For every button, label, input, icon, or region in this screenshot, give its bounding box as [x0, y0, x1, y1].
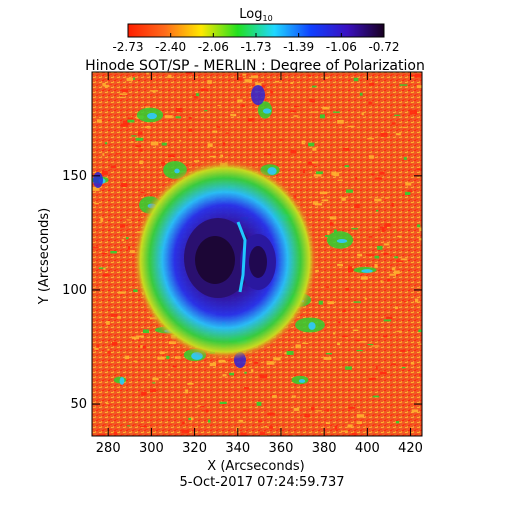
x-tick-label: 320: [182, 441, 207, 456]
plot-frame: [91, 71, 423, 437]
y-tick-label: 150: [62, 169, 87, 184]
x-tick-label: 400: [355, 441, 380, 456]
colorbar-tick-label: -2.06: [198, 40, 229, 54]
timestamp: 5-Oct-2017 07:24:59.737: [179, 475, 344, 490]
x-tick-label: 420: [398, 441, 423, 456]
colorbar-tick-label: -1.73: [240, 40, 271, 54]
x-tick-label: 360: [269, 441, 294, 456]
colorbar-tick-label: -2.40: [155, 40, 186, 54]
x-axis-label: X (Arcseconds): [207, 459, 304, 474]
umbra-left-core: [195, 236, 235, 284]
colorbar-tick-label: -1.06: [326, 40, 357, 54]
x-tick-label: 300: [139, 441, 164, 456]
colorbar-tick-label: -2.73: [112, 40, 143, 54]
y-tick-label: 100: [62, 283, 87, 298]
light-bridge: [236, 221, 247, 293]
colorbar-label-main: Log: [239, 7, 262, 22]
umbra-right-core: [249, 246, 267, 278]
plot-title: Hinode SOT/SP - MERLIN : Degree of Polar…: [85, 58, 425, 74]
colorbar-ticks: -2.73 -2.40 -2.06 -1.73 -1.39 -1.06 -0.72: [112, 33, 400, 54]
colorbar-tick-label: -1.39: [283, 40, 314, 54]
colorbar-tick-label: -0.72: [368, 40, 399, 54]
y-tick-label: 50: [70, 397, 87, 412]
x-tick-label: 280: [96, 441, 121, 456]
polarization-map: [92, 72, 422, 436]
x-axis-ticks: 280 300 320 340 360 380 400 420: [96, 72, 423, 456]
colorbar-label-sub: 10: [263, 14, 273, 23]
y-axis-ticks: 150 100 50: [62, 169, 422, 412]
x-tick-label: 380: [312, 441, 337, 456]
x-tick-label: 340: [225, 441, 250, 456]
y-axis-label: Y (Arcseconds): [37, 208, 52, 305]
colorbar-label: Log10: [239, 7, 272, 23]
